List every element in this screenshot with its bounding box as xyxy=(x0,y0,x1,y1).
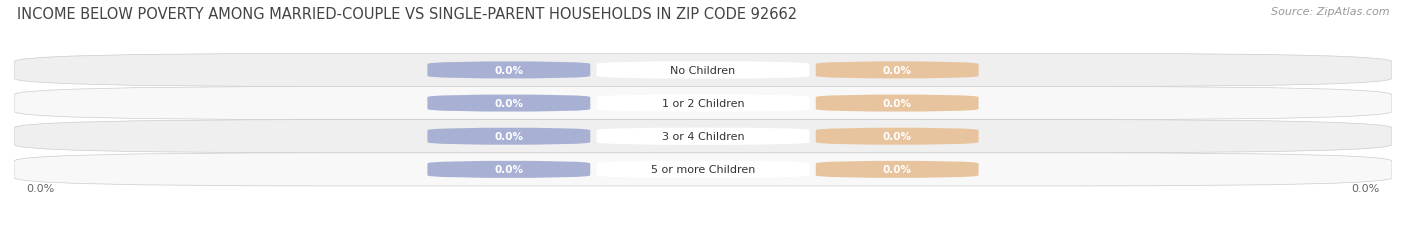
FancyBboxPatch shape xyxy=(14,153,1392,186)
FancyBboxPatch shape xyxy=(14,54,1392,87)
Text: 5 or more Children: 5 or more Children xyxy=(651,165,755,175)
Text: 0.0%: 0.0% xyxy=(883,165,911,175)
Text: 0.0%: 0.0% xyxy=(495,165,523,175)
Text: Source: ZipAtlas.com: Source: ZipAtlas.com xyxy=(1271,7,1389,17)
FancyBboxPatch shape xyxy=(815,161,979,178)
Text: 3 or 4 Children: 3 or 4 Children xyxy=(662,132,744,142)
Text: 0.0%: 0.0% xyxy=(883,132,911,142)
FancyBboxPatch shape xyxy=(596,62,810,79)
FancyBboxPatch shape xyxy=(596,95,810,112)
Text: 0.0%: 0.0% xyxy=(1351,183,1379,193)
Text: No Children: No Children xyxy=(671,66,735,76)
FancyBboxPatch shape xyxy=(596,161,810,178)
FancyBboxPatch shape xyxy=(14,87,1392,120)
FancyBboxPatch shape xyxy=(427,128,591,145)
Text: 1 or 2 Children: 1 or 2 Children xyxy=(662,99,744,109)
Text: 0.0%: 0.0% xyxy=(495,66,523,76)
Text: 0.0%: 0.0% xyxy=(883,99,911,109)
FancyBboxPatch shape xyxy=(427,161,591,178)
FancyBboxPatch shape xyxy=(815,128,979,145)
FancyBboxPatch shape xyxy=(815,62,979,79)
Text: 0.0%: 0.0% xyxy=(27,183,55,193)
FancyBboxPatch shape xyxy=(596,128,810,145)
Text: 0.0%: 0.0% xyxy=(883,66,911,76)
FancyBboxPatch shape xyxy=(14,120,1392,153)
Text: INCOME BELOW POVERTY AMONG MARRIED-COUPLE VS SINGLE-PARENT HOUSEHOLDS IN ZIP COD: INCOME BELOW POVERTY AMONG MARRIED-COUPL… xyxy=(17,7,797,22)
Text: 0.0%: 0.0% xyxy=(495,132,523,142)
Text: 0.0%: 0.0% xyxy=(495,99,523,109)
FancyBboxPatch shape xyxy=(815,95,979,112)
FancyBboxPatch shape xyxy=(427,95,591,112)
FancyBboxPatch shape xyxy=(427,62,591,79)
